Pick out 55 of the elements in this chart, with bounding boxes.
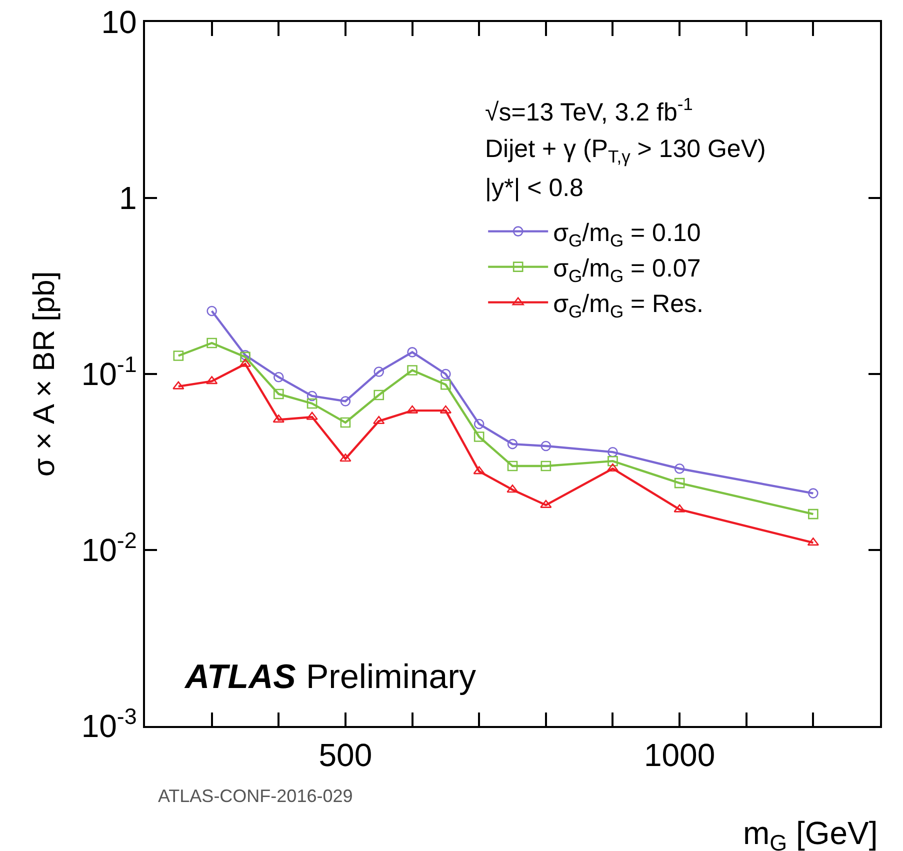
y-tick-label: 10$^{-1}$ — [81, 352, 137, 392]
point — [206, 306, 217, 316]
y-tick-label: 10$^{-3}$ — [81, 704, 137, 744]
y-tick-label: 10 — [101, 4, 137, 40]
x-tick-label: 1000 — [644, 737, 716, 774]
point — [407, 365, 418, 376]
x-tick-label: 500 — [318, 737, 372, 774]
y-axis-title: σ × A × BR [pb] — [28, 271, 61, 477]
point — [540, 460, 552, 472]
legend-label: σ$_{G}$/m$_{G}$ = 0.10 — [553, 219, 701, 250]
point — [306, 398, 318, 409]
text: ATLAS-CONF-2016-029 — [158, 786, 353, 806]
point — [273, 372, 284, 382]
point — [306, 412, 318, 420]
y-tick-label: 10$^{-2}$ — [81, 528, 137, 568]
point — [340, 417, 351, 428]
point — [608, 446, 618, 458]
point — [474, 432, 484, 442]
point — [506, 484, 518, 493]
point — [808, 508, 818, 520]
point — [674, 463, 685, 474]
annotation: ATLAS — [184, 658, 296, 696]
point — [374, 366, 384, 377]
point — [674, 504, 686, 512]
point — [540, 440, 552, 452]
point — [306, 390, 318, 402]
point — [374, 390, 384, 400]
annotation: |y*| < 0.8 — [485, 174, 584, 202]
point — [608, 456, 618, 466]
point — [473, 466, 485, 474]
point — [540, 500, 552, 508]
point — [606, 463, 619, 472]
point — [674, 478, 685, 488]
point — [507, 438, 518, 450]
point — [440, 368, 451, 380]
annotation: √s=13 TeV, 3.2 fb$^{-1}$ — [485, 94, 693, 126]
legend-label: σ$_{G}$/m$_{G}$ = 0.07 — [553, 254, 701, 286]
point — [474, 418, 484, 430]
annotation: Dijet + γ (P$_{T,γ}$ > 130 GeV) — [485, 135, 766, 166]
point — [440, 379, 451, 390]
point — [340, 454, 352, 462]
point — [507, 460, 518, 472]
x-axis-title: m$_{G}$ [GeV] — [743, 815, 878, 851]
point — [206, 338, 217, 348]
point — [808, 488, 818, 498]
point — [340, 396, 351, 406]
point — [273, 388, 284, 400]
point — [272, 414, 284, 423]
annotation: Preliminary — [306, 658, 476, 696]
point — [407, 347, 418, 358]
point — [373, 416, 385, 424]
legend-label: σ$_{G}$/m$_{G}$ = Res. — [553, 290, 704, 322]
point — [172, 381, 184, 390]
point — [173, 350, 184, 361]
y-tick-label: 1 — [119, 180, 137, 216]
